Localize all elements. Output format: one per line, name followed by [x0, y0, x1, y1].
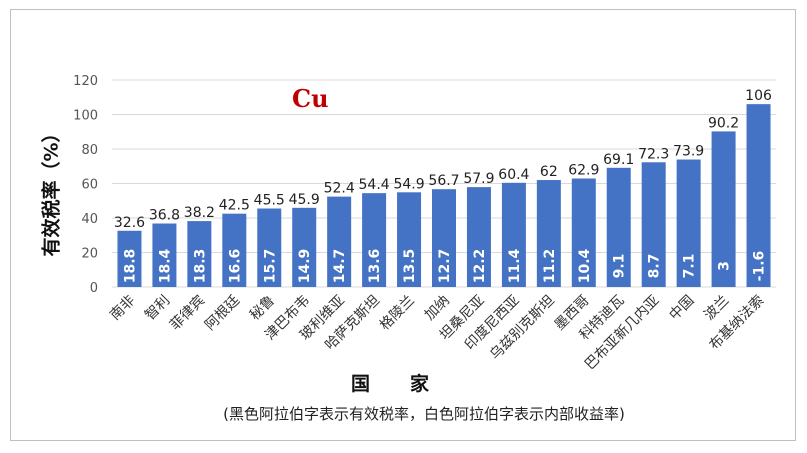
effective-tax-label: 54.4	[359, 177, 390, 193]
bar	[187, 221, 212, 287]
effective-tax-label: 56.7	[428, 173, 459, 189]
irr-label: 7.1	[682, 254, 698, 279]
irr-label: -1.6	[752, 251, 768, 282]
effective-tax-label: 38.2	[184, 205, 215, 221]
effective-tax-label: 90.2	[708, 115, 739, 131]
effective-tax-label: 62.9	[568, 162, 599, 178]
chart-note: (黑色阿拉伯字表示有效税率，白色阿拉伯字表示内部收益率)	[223, 405, 625, 423]
effective-tax-label: 32.6	[114, 215, 145, 231]
bar	[641, 162, 666, 287]
irr-label: 12.7	[437, 249, 453, 284]
category-label: 智利	[142, 293, 173, 324]
x-axis-label: 国家	[351, 372, 469, 395]
effective-tax-label: 57.9	[463, 171, 494, 187]
irr-label: 10.4	[577, 248, 593, 283]
irr-label: 14.7	[332, 249, 348, 284]
irr-label: 12.2	[472, 249, 488, 284]
effective-tax-label: 45.5	[254, 193, 285, 209]
y-tick-label: 0	[90, 281, 98, 296]
category-label: 南非	[107, 293, 138, 324]
irr-label: 15.7	[262, 249, 278, 284]
y-axis-label: 有效税率（%）	[40, 123, 63, 256]
bar	[711, 131, 736, 287]
irr-label: 11.4	[507, 248, 523, 283]
bar	[536, 180, 561, 287]
category-label: 阿根廷	[202, 293, 243, 334]
irr-label: 13.5	[402, 249, 418, 284]
y-tick-label: 20	[81, 247, 98, 262]
irr-label: 18.8	[122, 249, 138, 284]
effective-tax-label: 73.9	[673, 144, 704, 160]
effective-tax-labels: 32.6 36.8 38.2 42.5 45.5 45.952.4 54.4 54.9 56.7…	[114, 88, 772, 231]
irr-label: 14.9	[297, 249, 313, 284]
irr-label: 13.6	[367, 249, 383, 284]
irr-label: 9.1	[612, 254, 628, 279]
bar	[571, 178, 596, 287]
category-label: 格陵兰	[377, 293, 418, 334]
effective-tax-label: 69.1	[603, 152, 634, 168]
effective-tax-label: 45.9	[289, 192, 320, 208]
irr-label: 11.2	[542, 249, 558, 284]
bar	[676, 159, 701, 287]
bar	[606, 167, 631, 287]
effective-tax-label: 60.4	[498, 167, 529, 183]
effective-tax-label: 106	[745, 88, 772, 104]
bar	[362, 193, 387, 287]
bar	[397, 192, 422, 287]
effective-tax-label: 62	[540, 164, 558, 180]
bars	[117, 104, 771, 288]
category-label: 中国	[666, 293, 697, 324]
irr-label: 16.6	[227, 249, 243, 284]
effective-tax-label: 72.3	[638, 146, 669, 162]
bar	[327, 196, 352, 287]
category-label: 菲律宾	[167, 293, 208, 334]
y-tick-label: 40	[81, 212, 98, 227]
bar	[746, 104, 771, 288]
bar	[292, 207, 317, 287]
irr-label: 8.7	[647, 254, 663, 279]
irr-label: 18.3	[192, 249, 208, 284]
category-label: 秘鲁	[247, 293, 278, 324]
category-label: 波兰	[701, 293, 732, 324]
effective-tax-label: 54.9	[393, 176, 424, 192]
bar	[222, 213, 247, 287]
effective-tax-label: 36.8	[149, 208, 180, 224]
y-tick-label: 120	[73, 74, 98, 89]
effective-tax-label: 42.5	[219, 198, 250, 214]
bar	[501, 182, 526, 287]
irr-label: 18.4	[157, 248, 173, 283]
y-tick-label: 60	[81, 178, 98, 193]
irr-labels: 18.8 18.4 18.3 16.6 15.7 14.9 14.7 13.6 13.5 12.7…	[122, 248, 767, 283]
bar	[432, 189, 456, 287]
bar	[257, 208, 282, 287]
effective-tax-label: 52.4	[324, 181, 355, 197]
irr-label: 3	[717, 261, 733, 271]
bar	[466, 187, 491, 287]
y-tick-label: 80	[81, 143, 98, 158]
bar	[152, 223, 177, 287]
bar	[117, 230, 142, 287]
category-label: 加纳	[422, 293, 453, 324]
y-axis-ticks: 0 20 40 60 80 100 120	[73, 74, 98, 296]
y-tick-label: 100	[73, 109, 98, 124]
element-label: Cu	[292, 84, 329, 113]
